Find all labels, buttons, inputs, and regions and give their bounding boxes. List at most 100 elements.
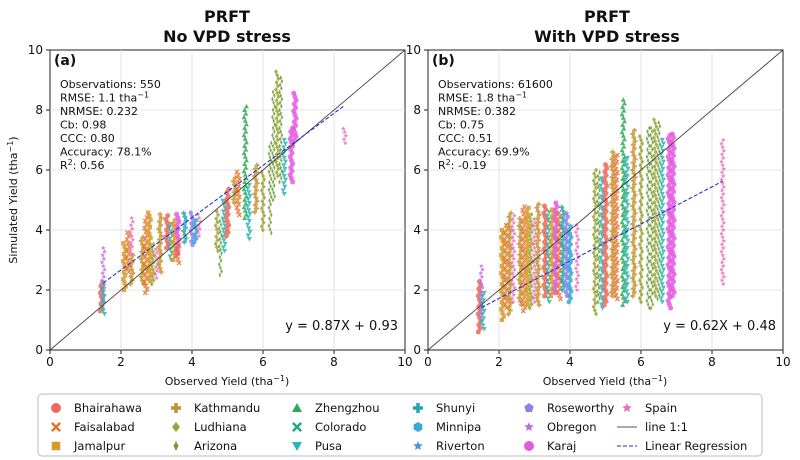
panel-a-point [147,224,153,230]
panel-b-point [614,249,620,255]
panel-b-point [530,241,536,247]
panel-b-point [505,221,511,227]
panel-b-point [625,166,631,172]
panel-a-point [214,244,219,250]
panel-a-point [278,172,282,178]
panel-b-point [630,250,636,256]
panel-b-point [531,216,537,222]
legend-item: Spain [622,401,677,415]
panel-a-point [129,259,135,265]
panel-a-point [268,172,272,178]
panel-b-point [638,162,643,168]
panel-b-point [509,277,515,283]
panel-b-stat-line: Observations: 61600 [438,78,553,91]
panel-a-point [271,186,274,192]
panel-b-point [597,184,600,190]
panel-b-point [563,217,569,223]
legend-marker [51,403,61,413]
panel-b-point [505,293,511,299]
panel-b-point [525,274,530,279]
panel-b-point [621,162,627,167]
panel-b-point [567,238,572,244]
panel-b-point [646,237,649,243]
panel-a-point [153,264,159,270]
panel-a-point [242,197,248,202]
panel-a-point [154,275,159,281]
panel-b-point [501,249,506,254]
panel-b-point [597,238,600,244]
panel-b-point [597,177,601,183]
panel-b-point [630,178,636,184]
panel-b-point [595,288,599,294]
panel-b-point [624,210,630,215]
panel-a-point [148,271,153,276]
panel-a-x-tick-label: 0 [46,355,54,369]
panel-a-point [158,233,164,239]
panel-b-point [592,261,597,267]
panel-b-point [595,198,599,204]
panel-b-point [524,299,529,304]
panel-a-point [242,172,248,177]
panel-a-point [254,180,260,186]
panel-b-point [509,241,515,247]
panel-a-point [146,257,151,262]
panel-a-stat-line: Accuracy: 78.1% [60,146,152,159]
panel-a-point [280,188,286,193]
panel-b-point [720,180,726,186]
panel-a-point [168,229,174,234]
panel-b-point [551,211,556,216]
panel-b-point [550,243,555,248]
panel-b-point [545,249,550,255]
panel-b-point [612,217,618,223]
panel-b-point [721,256,727,261]
panel-b-point [652,163,657,169]
panel-b-point [639,256,644,262]
panel-b-point [559,287,565,293]
panel-a-point [175,249,181,255]
panel-b-point [596,281,600,287]
panel-b-point [510,252,515,258]
panel-a-point [219,229,222,235]
panel-b-point [640,159,645,165]
panel-b-point [574,251,580,257]
panel-a-point [253,177,259,183]
legend-label: Obregon [547,420,597,434]
panel-b-point [630,268,636,274]
panel-b-point [502,255,508,261]
legend-label: Shunyi [436,401,475,415]
panel-a-point [243,121,249,127]
panel-b-point [619,219,625,225]
panel-b-point [480,285,485,290]
panel-b-point [500,238,505,243]
panel-b-point [507,279,513,285]
panel-b-point [653,203,658,209]
panel-a-point [165,213,171,219]
panel-b-point [620,104,626,109]
panel-b-point [481,309,487,314]
panel-a-point [260,180,265,186]
panel-a-point [122,262,127,267]
panel-a-stat-line: RMSE: 1.1 tha−1 [60,91,149,105]
panel-b-point [608,199,614,205]
panel-a-point [254,205,259,211]
panel-a-point [157,247,163,253]
panel-b-point [534,252,540,258]
panel-b-point [720,155,726,161]
panel-b-point [595,252,599,258]
panel-b-point [592,279,597,285]
panel-b-point [596,191,600,197]
panel-b-point [623,285,629,291]
panel-b-point [653,185,658,191]
panel-b-point [652,279,656,285]
panel-a-point [142,254,148,260]
legend-item: Colorado [292,420,366,434]
panel-a-point [140,252,146,258]
legend-box [37,393,763,457]
panel-b-point [526,223,531,228]
panel-b-point [477,277,483,283]
panel-b-point [597,267,601,273]
panel-b-point [660,184,666,190]
panel-a-point [129,267,135,273]
panel-a-point [273,111,276,117]
